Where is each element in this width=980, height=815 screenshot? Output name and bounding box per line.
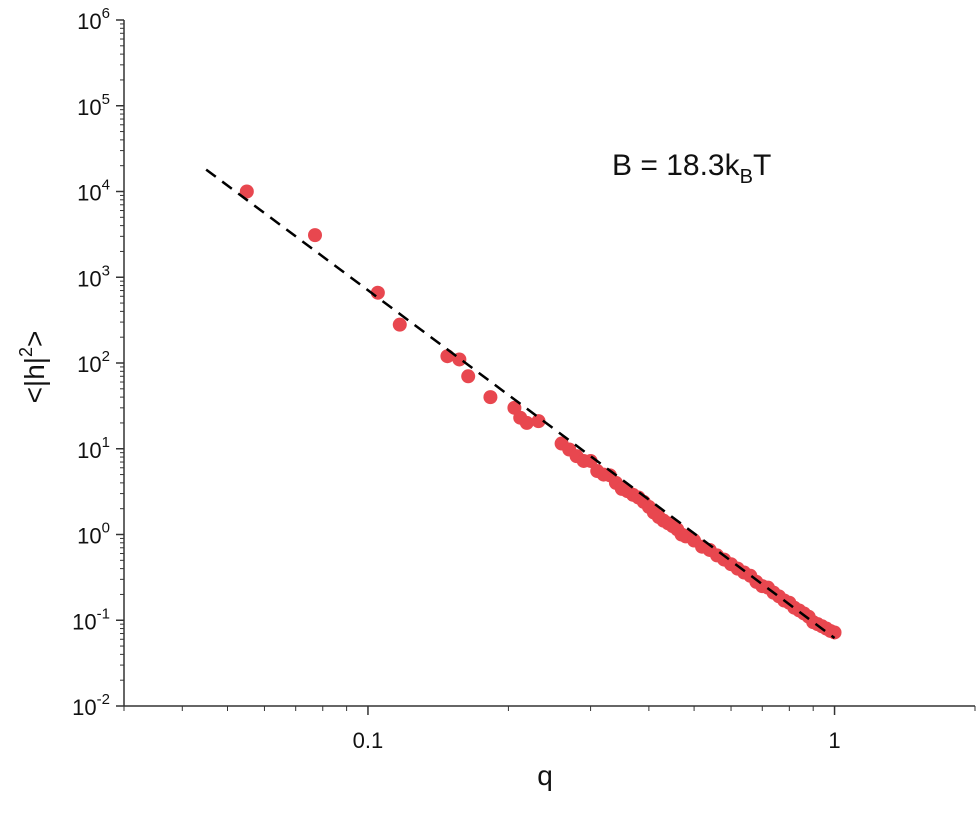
data-point: [483, 390, 498, 405]
x-tick-label: 1: [828, 728, 840, 753]
y-tick-label: 101: [77, 434, 110, 463]
y-tick-label: 106: [77, 5, 110, 34]
data-point: [239, 184, 254, 199]
data-point: [827, 625, 842, 640]
bending-modulus-annotation: B = 18.3kBT: [612, 149, 771, 188]
data-point: [531, 414, 546, 429]
x-tick-label: 0.1: [353, 728, 384, 753]
y-axis-label: <|h|2>: [16, 331, 50, 404]
y-tick-label: 10-1: [72, 605, 110, 634]
y-tick-label: 10-2: [72, 691, 110, 720]
fit-line: [205, 168, 836, 640]
data-point: [519, 415, 534, 430]
y-tick-label: 104: [77, 177, 110, 206]
y-tick-label: 103: [77, 262, 110, 291]
x-ticks: 0.1 1: [123, 706, 976, 753]
x-axis-label: q: [537, 760, 553, 791]
data-point: [392, 317, 407, 332]
y-tick-label: 105: [77, 91, 110, 120]
data-point: [308, 228, 323, 243]
data-point: [461, 369, 476, 384]
series-layer: [205, 168, 842, 640]
axes: [123, 20, 975, 707]
y-tick-label: 100: [77, 520, 110, 549]
data-point: [440, 349, 455, 364]
y-ticks: 10-2 10-1 100 101 102 103 104 105 106: [72, 5, 124, 720]
y-tick-label: 102: [77, 348, 110, 377]
